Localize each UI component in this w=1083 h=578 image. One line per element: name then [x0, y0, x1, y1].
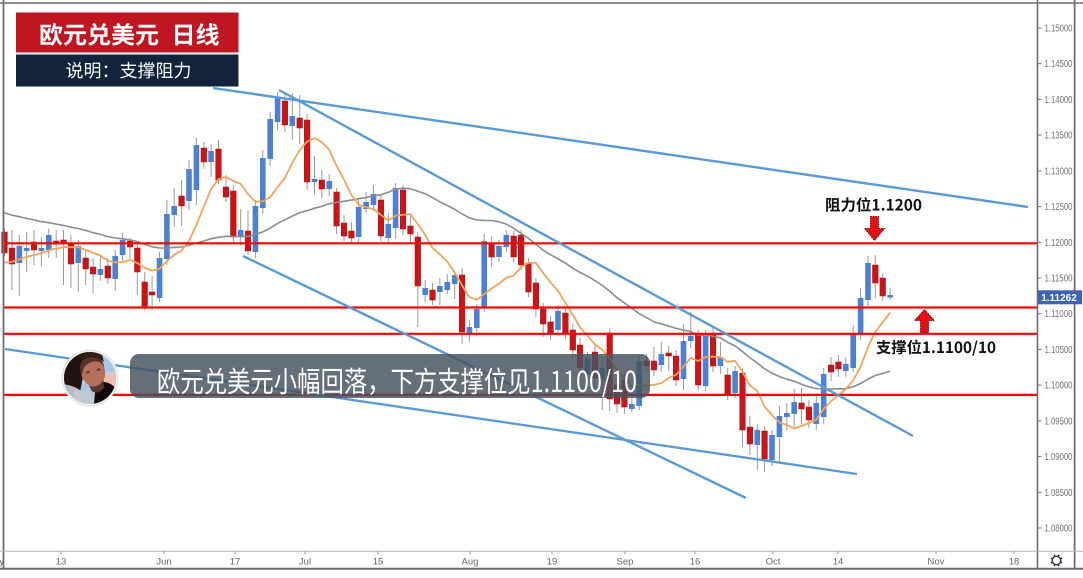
svg-text:13: 13 — [56, 557, 67, 568]
svg-text:1.11000: 1.11000 — [1045, 309, 1073, 320]
svg-text:1.09500: 1.09500 — [1045, 416, 1073, 427]
svg-text:17: 17 — [230, 557, 241, 568]
svg-text:1.08500: 1.08500 — [1045, 488, 1073, 499]
svg-text:1.09000: 1.09000 — [1045, 452, 1073, 463]
svg-text:Oct: Oct — [766, 557, 781, 568]
svg-text:Jul: Jul — [299, 557, 311, 568]
svg-text:Sep: Sep — [617, 557, 634, 568]
svg-text:1.14500: 1.14500 — [1045, 59, 1073, 70]
svg-text:19: 19 — [547, 557, 558, 568]
svg-text:18: 18 — [1009, 557, 1020, 568]
svg-text:1.14000: 1.14000 — [1045, 95, 1073, 106]
svg-text:1.15000: 1.15000 — [1045, 24, 1073, 35]
svg-text:May: May — [0, 557, 4, 568]
svg-text:1.12500: 1.12500 — [1045, 202, 1073, 213]
svg-text:14: 14 — [833, 557, 844, 568]
svg-text:1.10000: 1.10000 — [1045, 381, 1073, 392]
svg-text:1.12000: 1.12000 — [1045, 238, 1073, 249]
svg-text:1.11262: 1.11262 — [1041, 293, 1077, 304]
svg-text:Jun: Jun — [156, 557, 171, 568]
svg-text:1.10500: 1.10500 — [1045, 345, 1073, 356]
svg-text:1.08000: 1.08000 — [1045, 524, 1073, 535]
svg-text:15: 15 — [373, 557, 384, 568]
svg-text:Nov: Nov — [928, 557, 945, 568]
svg-text:1.11500: 1.11500 — [1045, 274, 1073, 285]
svg-text:Aug: Aug — [462, 557, 479, 568]
svg-text:1.13000: 1.13000 — [1045, 166, 1073, 177]
svg-text:1.13500: 1.13500 — [1045, 131, 1073, 142]
svg-text:16: 16 — [690, 557, 701, 568]
